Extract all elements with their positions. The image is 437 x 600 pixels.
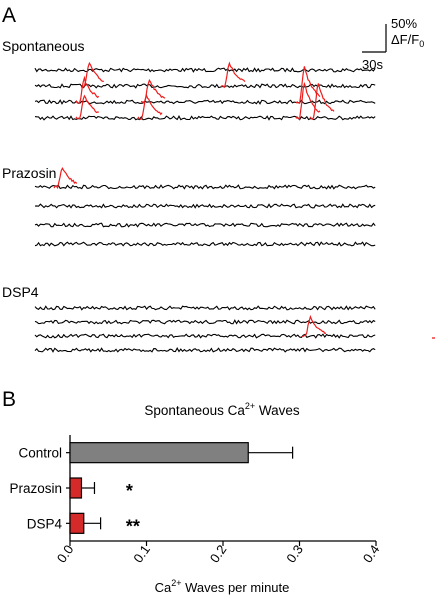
group-label-prazosin: Prazosin	[2, 165, 56, 181]
wave-0-2-0	[295, 66, 321, 104]
chart-title: Spontaneous Ca2+ Waves	[144, 401, 300, 418]
significance-prazosin: *	[126, 481, 133, 501]
trace-0-3	[34, 115, 376, 121]
x-tick-label: 0.1	[130, 542, 153, 565]
scale-bar-x-value: 30s	[362, 57, 383, 72]
wave-0-3-2	[309, 83, 335, 121]
wave-0-3-3	[295, 81, 321, 121]
trace-1-2	[34, 222, 376, 228]
x-axis-label: Ca2+ Waves per minute	[155, 578, 290, 595]
trace-2-0	[34, 305, 376, 311]
x-tick-label: 0.3	[283, 542, 306, 565]
panel-a-label: A	[2, 4, 16, 27]
panel-b-label: B	[2, 388, 16, 411]
trace-2-2	[34, 333, 376, 339]
category-label-control: Control	[18, 446, 62, 461]
x-tick-label: 0.4	[360, 542, 383, 565]
wave-0-1-0	[80, 61, 104, 88]
bar-control	[69, 442, 249, 464]
x-tick-label: 0.0	[54, 542, 77, 565]
trace-1-3	[34, 241, 376, 247]
scale-bar-y-unit: ΔF/F0	[391, 32, 424, 49]
scale-bar-y-value: 50%	[391, 16, 417, 31]
trace-1-0	[34, 184, 376, 190]
bar-dsp4	[69, 512, 85, 534]
wave-2-2-0	[301, 314, 327, 338]
wave-0-3-0	[75, 94, 99, 120]
group-label-spontaneous: Spontaneous	[2, 38, 85, 54]
trace-1-1	[34, 203, 376, 209]
wave-0-3-1	[137, 93, 163, 120]
bar-prazosin	[69, 477, 83, 499]
trace-2-1	[34, 319, 376, 325]
x-tick-label: 0.2	[207, 542, 230, 565]
significance-dsp4: **	[126, 516, 140, 536]
trace-0-1	[34, 83, 376, 89]
group-label-dsp4: DSP4	[2, 284, 39, 300]
wave-1-0-0	[53, 167, 78, 190]
wave-0-2-1	[75, 75, 100, 104]
trace-0-2	[34, 99, 376, 105]
trace-2-3	[34, 347, 376, 353]
traces	[34, 61, 376, 353]
trace-0-0	[34, 67, 376, 73]
scale-bar: 50% ΔF/F0 30s	[362, 16, 424, 72]
bar-chart: Control Prazosin * DSP4 ** 0.0 0.1 0.2 0.3 0.4	[9, 435, 382, 566]
wave-0-1-1	[220, 61, 246, 89]
category-label-dsp4: DSP4	[27, 516, 63, 531]
category-label-prazosin: Prazosin	[9, 481, 62, 496]
